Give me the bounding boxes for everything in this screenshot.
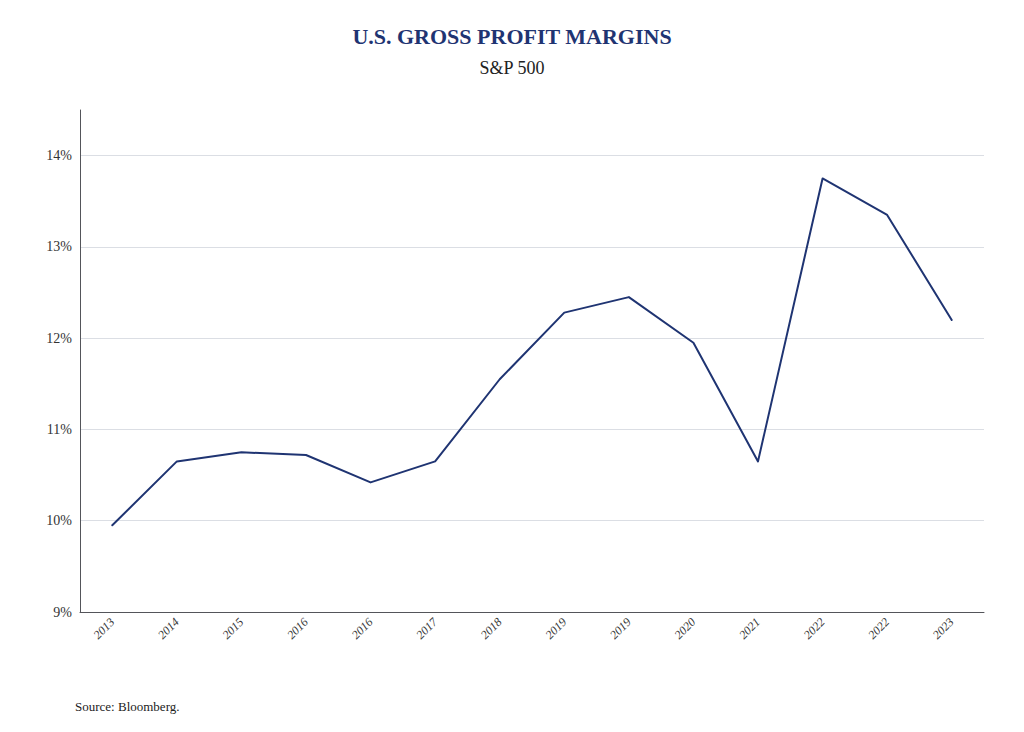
svg-text:12%: 12% [46, 331, 72, 346]
svg-text:2020: 2020 [672, 615, 699, 642]
svg-text:2015: 2015 [220, 615, 247, 642]
svg-text:2017: 2017 [413, 614, 441, 642]
svg-text:2023: 2023 [930, 615, 957, 642]
svg-text:2019: 2019 [542, 615, 569, 642]
svg-text:2022: 2022 [801, 615, 828, 642]
svg-text:2013: 2013 [90, 615, 117, 642]
svg-text:9%: 9% [53, 605, 72, 620]
svg-text:14%: 14% [46, 148, 72, 163]
svg-text:Source: Bloomberg.: Source: Bloomberg. [75, 699, 179, 714]
svg-text:10%: 10% [46, 513, 72, 528]
svg-text:2016: 2016 [284, 615, 311, 642]
svg-text:2018: 2018 [478, 615, 505, 642]
svg-text:2022: 2022 [865, 615, 892, 642]
svg-text:11%: 11% [47, 422, 72, 437]
svg-text:2016: 2016 [349, 615, 376, 642]
svg-text:2019: 2019 [607, 615, 634, 642]
svg-text:S&P 500: S&P 500 [480, 58, 545, 78]
svg-text:13%: 13% [46, 239, 72, 254]
svg-text:U.S. GROSS PROFIT MARGINS: U.S. GROSS PROFIT MARGINS [352, 24, 671, 49]
svg-text:2021: 2021 [736, 615, 763, 642]
svg-text:2014: 2014 [155, 615, 182, 642]
